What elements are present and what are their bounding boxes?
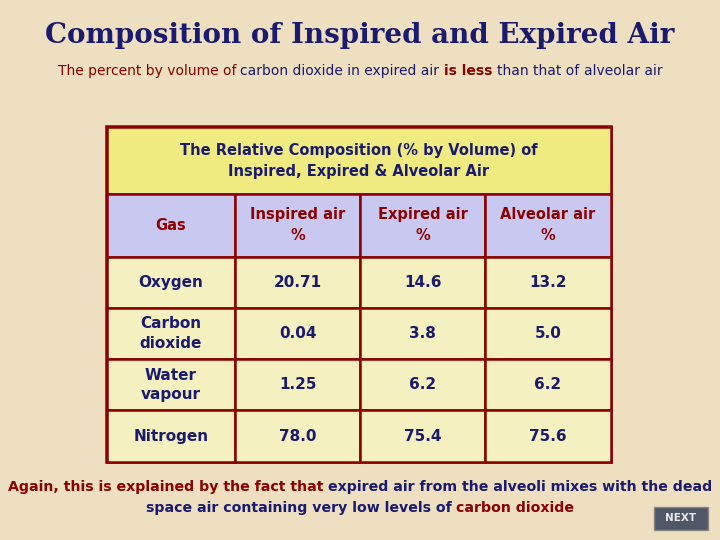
Bar [485,410,611,462]
Text: The Relative Composition (% by Volume) of
Inspired, Expired & Alveolar Air: The Relative Composition (% by Volume) o… [180,143,537,179]
Text: 14.6: 14.6 [404,275,441,289]
Bar [360,308,485,359]
Text: Nitrogen: Nitrogen [133,429,208,443]
Text: 75.6: 75.6 [529,429,567,443]
Text: Carbon
dioxide: Carbon dioxide [140,316,202,350]
Bar [654,507,708,530]
Text: 1.25: 1.25 [279,377,316,392]
Text: 0.04: 0.04 [279,326,316,341]
Bar [485,256,611,308]
Text: The percent by volume of: The percent by volume of [58,64,240,78]
Bar [360,359,485,410]
Text: space air containing very low levels of: space air containing very low levels of [145,501,456,515]
Bar [235,359,360,410]
Bar [360,256,485,308]
Bar [235,256,360,308]
Text: carbon dioxide in expired air: carbon dioxide in expired air [240,64,444,78]
Text: 75.4: 75.4 [404,429,441,443]
Text: Composition of Inspired and Expired Air: Composition of Inspired and Expired Air [45,22,675,49]
Bar [235,410,360,462]
Text: alveolar air: alveolar air [584,64,662,78]
Bar [485,308,611,359]
Bar [235,194,360,256]
Text: 6.2: 6.2 [534,377,562,392]
Bar [107,410,235,462]
Text: 20.71: 20.71 [274,275,322,289]
Text: is less: is less [444,64,497,78]
Text: 6.2: 6.2 [409,377,436,392]
Text: 5.0: 5.0 [534,326,562,341]
Text: Inspired air
%: Inspired air % [250,207,345,244]
Text: 3.8: 3.8 [409,326,436,341]
Text: Oxygen: Oxygen [138,275,203,289]
Bar [107,308,235,359]
Bar [485,359,611,410]
Text: expired air from the alveoli mixes with the dead: expired air from the alveoli mixes with … [328,480,712,494]
Text: Expired air
%: Expired air % [377,207,467,244]
Text: Alveolar air
%: Alveolar air % [500,207,595,244]
Text: than that of: than that of [497,64,584,78]
Bar [360,194,485,256]
Text: Water
vapour: Water vapour [141,368,201,402]
Text: Gas: Gas [156,218,186,233]
Bar [485,194,611,256]
Bar [235,308,360,359]
Text: Again, this is explained by the fact that: Again, this is explained by the fact tha… [8,480,328,494]
Bar [107,256,235,308]
Bar [107,127,611,462]
Text: 78.0: 78.0 [279,429,316,443]
Bar [107,194,235,256]
Bar [107,359,235,410]
Text: carbon dioxide: carbon dioxide [456,501,575,515]
Bar [107,127,611,194]
Text: NEXT: NEXT [665,514,696,523]
Text: 13.2: 13.2 [529,275,567,289]
Bar [360,410,485,462]
